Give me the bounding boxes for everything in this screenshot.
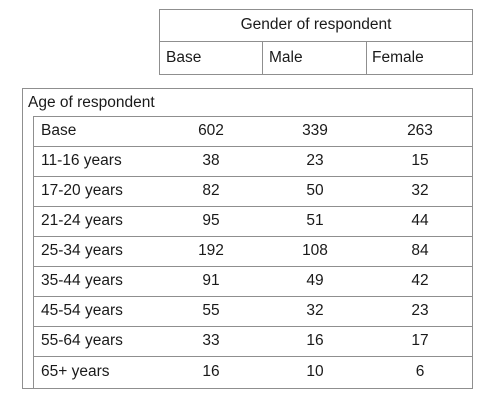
row-divider (34, 236, 473, 237)
row-divider (34, 206, 473, 207)
table-body-box (22, 88, 473, 389)
row-divider (34, 296, 473, 297)
cell-male: 23 (306, 152, 324, 169)
row-divider (34, 146, 473, 147)
cell-base: 33 (202, 332, 220, 349)
cell-female: 17 (411, 332, 429, 349)
cell-female: 32 (411, 182, 429, 199)
cell-base: 602 (198, 122, 224, 139)
row-label: 11-16 years (41, 152, 122, 169)
cell-base: 82 (202, 182, 220, 199)
row-label: 21-24 years (41, 212, 123, 229)
cell-female: 15 (411, 152, 429, 169)
row-stub-divider (33, 116, 34, 389)
row-label: 25-34 years (41, 242, 123, 259)
cell-base: 192 (198, 242, 224, 259)
cell-female: 84 (411, 242, 429, 259)
header-divider (159, 41, 473, 42)
cell-male: 10 (306, 363, 324, 380)
age-group-title: Age of respondent (28, 94, 155, 111)
cell-female: 44 (411, 212, 429, 229)
gender-group-title: Gender of respondent (240, 16, 392, 33)
row-divider (34, 266, 473, 267)
row-label: Base (41, 122, 77, 139)
cell-male: 339 (302, 122, 328, 139)
cell-female: 42 (411, 272, 429, 289)
row-group-divider (33, 116, 473, 117)
row-label: 17-20 years (41, 182, 123, 199)
cell-female: 6 (415, 363, 425, 380)
cell-base: 95 (202, 212, 220, 229)
cell-base: 55 (202, 302, 220, 319)
row-divider (34, 356, 473, 357)
row-label: 65+ years (41, 363, 110, 380)
header-column-divider (366, 41, 367, 75)
column-header-box (159, 9, 473, 75)
row-label: 35-44 years (41, 272, 123, 289)
header-column-divider (262, 41, 263, 75)
cell-base: 16 (202, 363, 220, 380)
cell-female: 263 (407, 122, 433, 139)
column-header-base: Base (166, 49, 202, 66)
cell-male: 50 (306, 182, 324, 199)
cell-male: 51 (306, 212, 324, 229)
column-header-female: Female (372, 49, 424, 66)
column-header-male: Male (269, 49, 303, 66)
cell-base: 91 (202, 272, 220, 289)
cell-female: 23 (411, 302, 429, 319)
cell-male: 108 (302, 242, 328, 259)
cell-male: 49 (306, 272, 324, 289)
row-label: 55-64 years (41, 332, 123, 349)
cell-male: 16 (306, 332, 324, 349)
row-divider (34, 176, 473, 177)
row-divider (34, 326, 473, 327)
cell-base: 38 (202, 152, 220, 169)
cell-male: 32 (306, 302, 324, 319)
row-label: 45-54 years (41, 302, 123, 319)
